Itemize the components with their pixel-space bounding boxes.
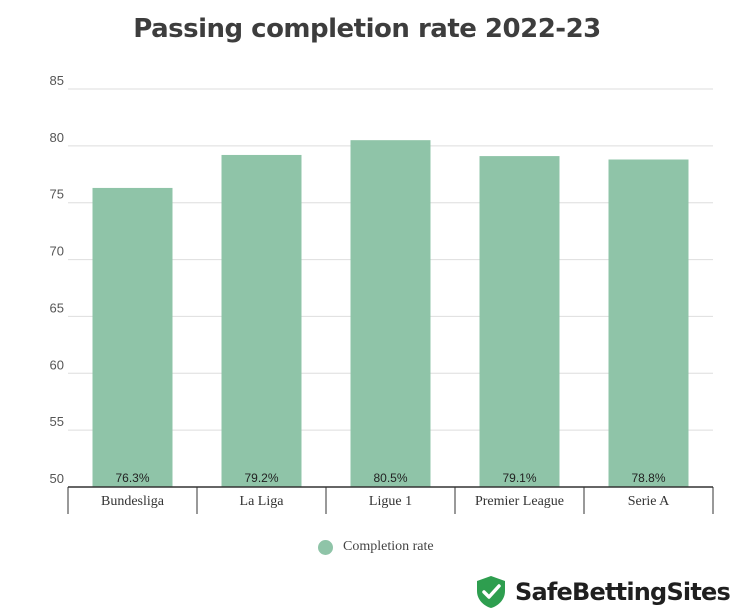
legend-label: Completion rate: [343, 539, 434, 554]
legend: Completion rate: [318, 538, 434, 556]
brand-logo: SafeBettingSites: [475, 575, 731, 609]
y-tick-label: 60: [50, 357, 64, 372]
x-tick-label: Bundesliga: [101, 494, 165, 509]
bar: [479, 156, 560, 487]
bar: [608, 159, 689, 487]
chart-title: Passing completion rate 2022-23: [133, 14, 601, 44]
x-tick-label: Serie A: [628, 494, 670, 509]
bar-data-label: 80.5%: [373, 471, 407, 485]
y-tick-label: 65: [50, 300, 64, 315]
y-tick-label: 80: [50, 130, 64, 145]
bar: [92, 187, 173, 487]
legend-swatch: [318, 539, 333, 555]
bars: [92, 140, 689, 487]
bar-data-label: 76.3%: [115, 471, 149, 485]
shield-check-icon: [477, 576, 506, 608]
x-tick-label: Ligue 1: [369, 494, 412, 509]
bar-data-label: 79.1%: [502, 471, 536, 485]
x-tick-label: Premier League: [475, 494, 564, 509]
y-tick-label: 55: [50, 414, 64, 429]
y-tick-label: 50: [50, 471, 64, 486]
bar: [350, 140, 431, 487]
bar-data-label: 79.2%: [244, 471, 278, 485]
y-axis-ticks: 50 55 60 65 70 75 80 85: [50, 73, 64, 486]
bar-labels: 76.3% 79.2% 80.5% 79.1% 78.8%: [115, 471, 665, 485]
bar: [221, 154, 302, 487]
x-tick-label: La Liga: [240, 494, 285, 509]
brand-name: SafeBettingSites: [515, 578, 731, 606]
y-tick-label: 75: [50, 187, 64, 202]
x-axis: Bundesliga La Liga Ligue 1 Premier League Se…: [67, 486, 714, 514]
bar-data-label: 78.8%: [631, 471, 665, 485]
y-tick-label: 85: [50, 73, 64, 88]
y-tick-label: 70: [50, 244, 64, 259]
